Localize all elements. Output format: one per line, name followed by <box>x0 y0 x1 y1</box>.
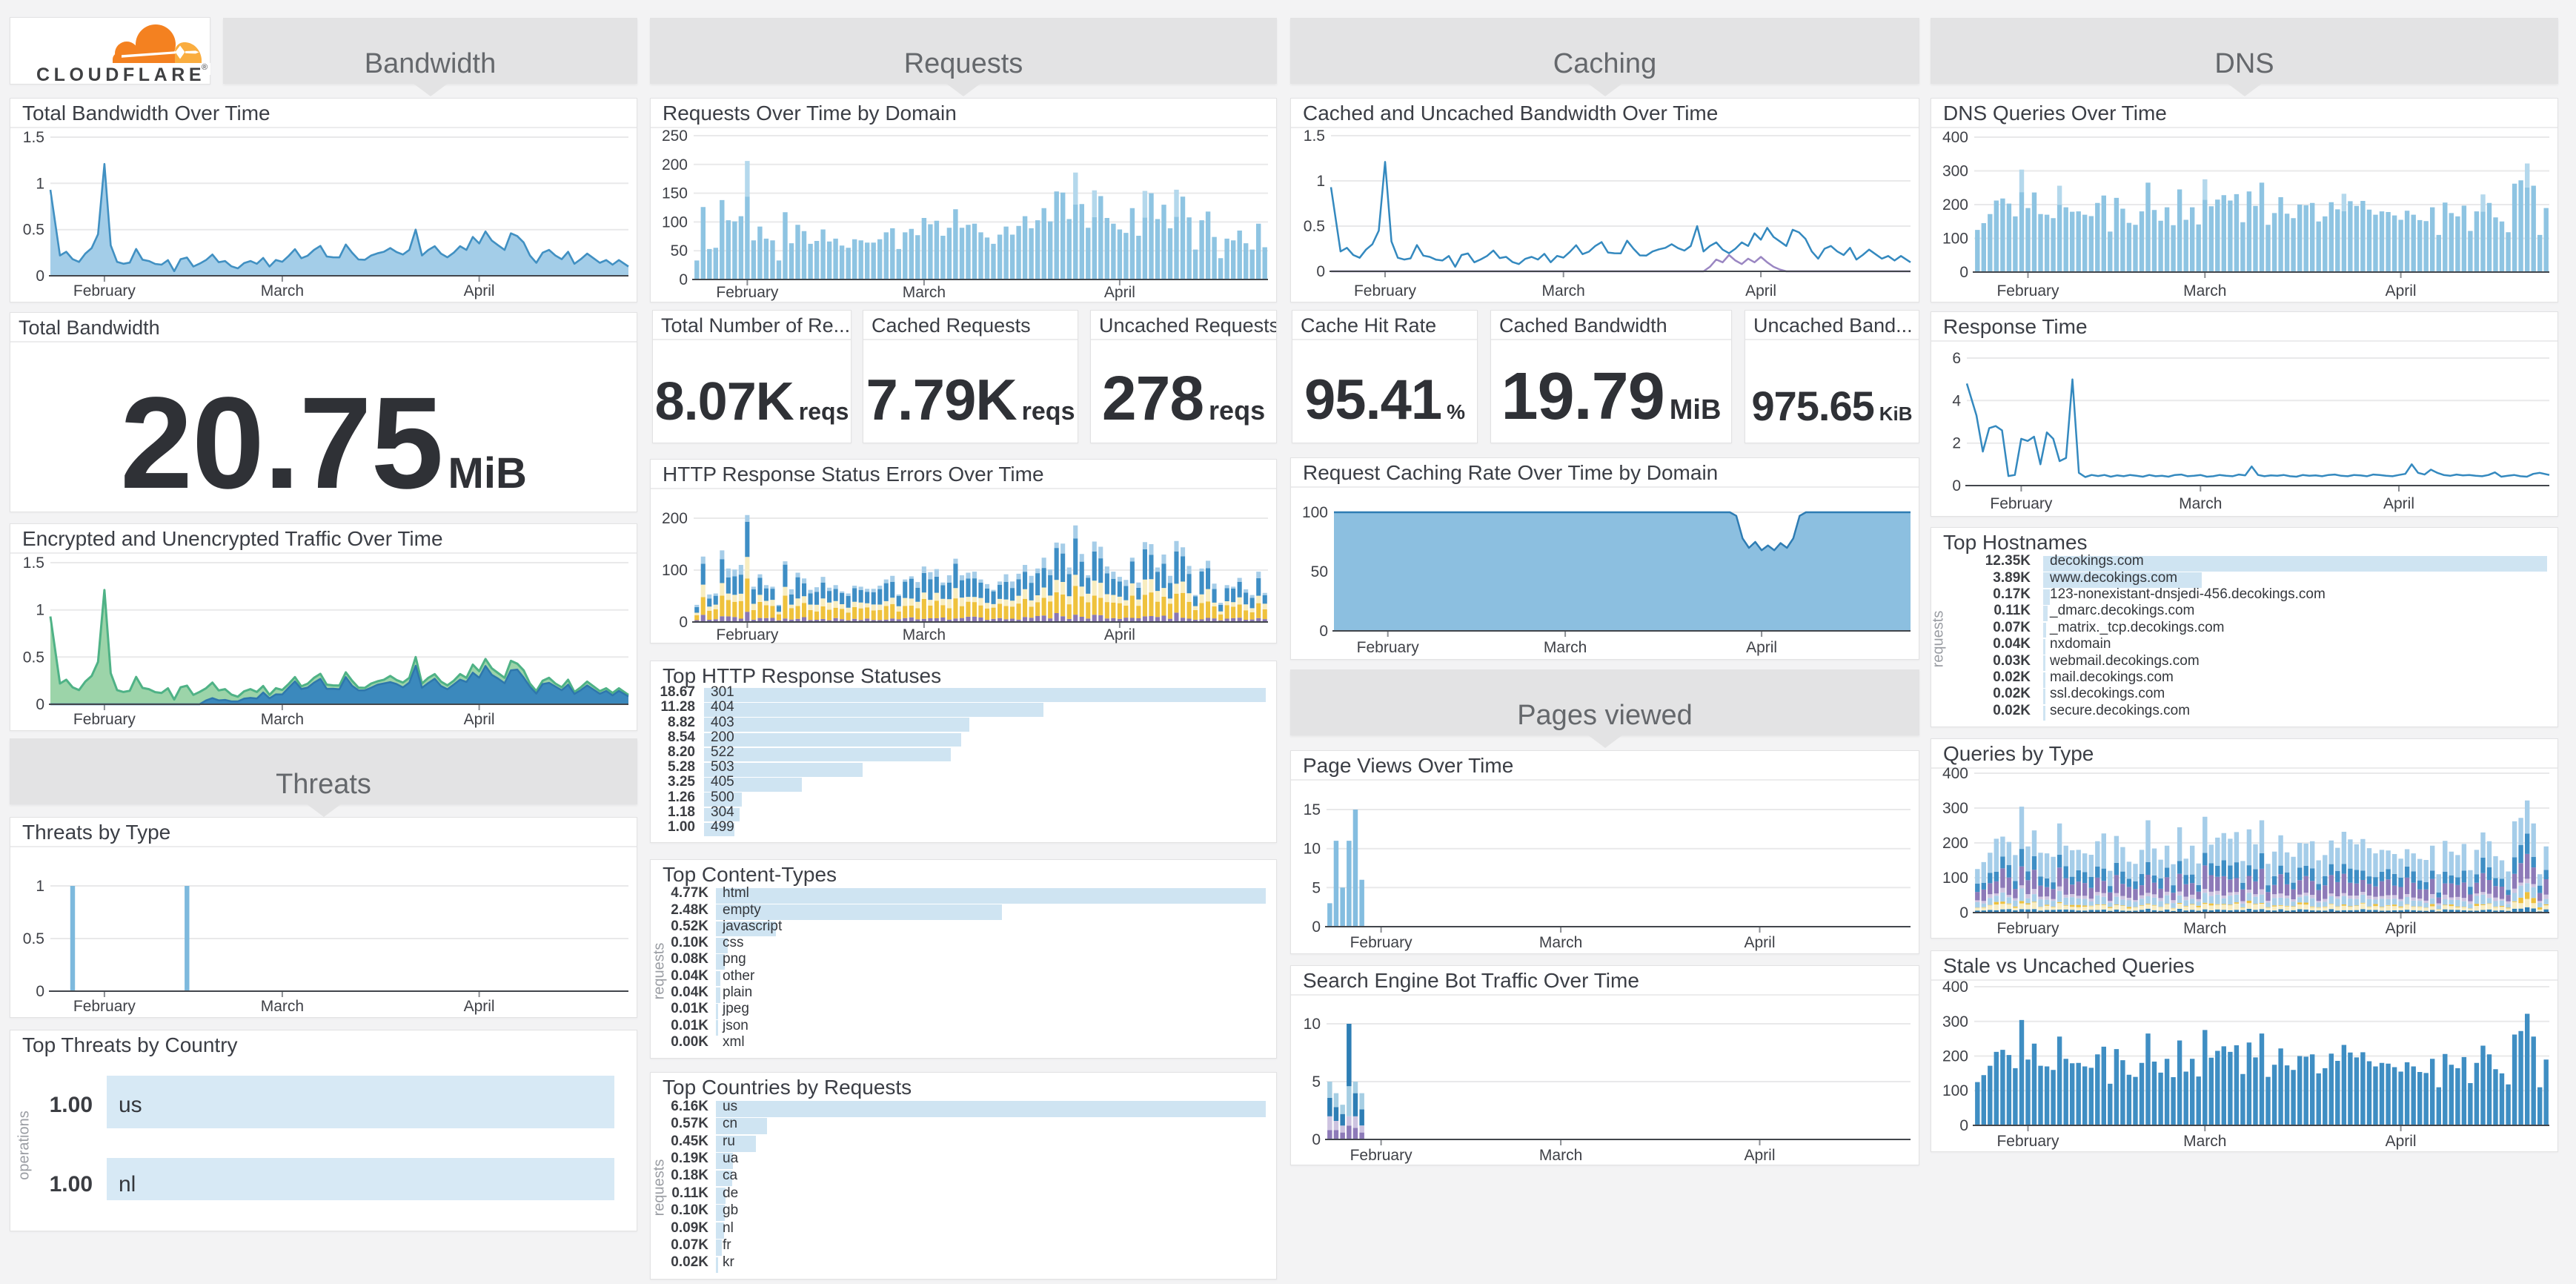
svg-text:0.5: 0.5 <box>23 930 44 947</box>
svg-text:February: February <box>1996 282 2059 300</box>
svg-text:February: February <box>73 998 136 1015</box>
svg-text:1.5: 1.5 <box>23 129 44 146</box>
svg-text:300: 300 <box>1942 800 1968 817</box>
svg-text:50: 50 <box>1311 563 1328 580</box>
svg-text:April: April <box>1745 282 1776 300</box>
svg-text:March: March <box>1542 282 1585 300</box>
svg-text:February: February <box>1990 495 2053 512</box>
svg-text:March: March <box>903 626 946 643</box>
svg-text:50: 50 <box>671 242 688 259</box>
svg-text:1.5: 1.5 <box>23 555 44 572</box>
svg-text:April: April <box>1744 934 1775 951</box>
svg-text:February: February <box>1996 1133 2059 1150</box>
svg-text:5: 5 <box>1312 879 1321 896</box>
svg-text:1: 1 <box>1316 173 1325 190</box>
svg-text:2: 2 <box>1952 435 1961 452</box>
svg-text:5: 5 <box>1312 1073 1321 1091</box>
svg-text:February: February <box>1350 1147 1413 1164</box>
svg-text:400: 400 <box>1942 129 1968 146</box>
svg-text:0.5: 0.5 <box>23 649 44 666</box>
svg-text:March: March <box>2183 1133 2226 1150</box>
svg-text:15: 15 <box>1304 801 1321 818</box>
svg-text:250: 250 <box>662 128 688 145</box>
svg-text:100: 100 <box>662 562 688 579</box>
svg-text:April: April <box>1104 284 1135 301</box>
svg-text:April: April <box>2383 495 2414 512</box>
svg-text:March: March <box>1544 639 1587 656</box>
svg-text:March: March <box>261 711 304 728</box>
svg-text:April: April <box>464 711 495 728</box>
svg-text:April: April <box>1746 639 1777 656</box>
svg-text:0: 0 <box>36 268 44 285</box>
svg-text:April: April <box>1104 626 1135 643</box>
svg-text:April: April <box>1744 1147 1775 1164</box>
svg-text:February: February <box>1354 282 1417 300</box>
svg-text:300: 300 <box>1942 1013 1968 1030</box>
svg-text:10: 10 <box>1304 1016 1321 1033</box>
svg-text:0: 0 <box>1316 263 1325 280</box>
svg-text:0: 0 <box>679 614 688 631</box>
svg-text:April: April <box>2386 1133 2417 1150</box>
svg-text:6: 6 <box>1952 350 1961 367</box>
svg-text:February: February <box>73 282 136 300</box>
svg-text:200: 200 <box>1942 1048 1968 1065</box>
svg-text:March: March <box>1539 1147 1582 1164</box>
svg-text:0: 0 <box>1959 1117 1968 1134</box>
svg-text:February: February <box>73 711 136 728</box>
svg-text:February: February <box>1996 920 2059 937</box>
svg-text:0: 0 <box>36 983 44 1000</box>
svg-text:400: 400 <box>1942 765 1968 782</box>
svg-text:200: 200 <box>1942 835 1968 852</box>
svg-text:0: 0 <box>1952 477 1961 494</box>
svg-text:0: 0 <box>679 271 688 288</box>
svg-text:February: February <box>1357 639 1420 656</box>
svg-text:March: March <box>2183 920 2226 937</box>
svg-text:February: February <box>1350 934 1413 951</box>
svg-text:April: April <box>2386 282 2417 300</box>
svg-text:February: February <box>716 626 779 643</box>
svg-text:0: 0 <box>1319 623 1328 640</box>
svg-text:March: March <box>1539 934 1582 951</box>
svg-text:300: 300 <box>1942 163 1968 180</box>
svg-text:100: 100 <box>1942 1082 1968 1099</box>
svg-text:March: March <box>261 998 304 1015</box>
svg-text:400: 400 <box>1942 979 1968 996</box>
svg-text:1: 1 <box>36 175 44 192</box>
svg-text:March: March <box>261 282 304 300</box>
svg-text:150: 150 <box>662 185 688 202</box>
svg-text:April: April <box>464 282 495 300</box>
svg-text:March: March <box>2179 495 2222 512</box>
svg-text:200: 200 <box>1942 196 1968 214</box>
svg-text:0: 0 <box>36 696 44 713</box>
svg-text:0.5: 0.5 <box>23 222 44 239</box>
svg-text:April: April <box>2386 920 2417 937</box>
svg-text:0: 0 <box>1312 1131 1321 1148</box>
svg-text:0: 0 <box>1312 919 1321 936</box>
svg-text:200: 200 <box>662 510 688 527</box>
svg-text:March: March <box>903 284 946 301</box>
svg-text:100: 100 <box>1942 870 1968 887</box>
svg-text:100: 100 <box>662 214 688 231</box>
svg-text:200: 200 <box>662 156 688 173</box>
svg-text:February: February <box>716 284 779 301</box>
svg-text:0: 0 <box>1959 264 1968 281</box>
svg-text:100: 100 <box>1942 231 1968 248</box>
svg-text:100: 100 <box>1302 504 1328 521</box>
svg-text:1: 1 <box>36 878 44 895</box>
svg-text:0.5: 0.5 <box>1304 218 1325 235</box>
svg-text:March: March <box>2183 282 2226 300</box>
svg-text:CLOUDFLARE: CLOUDFLARE <box>36 64 205 85</box>
svg-text:1.5: 1.5 <box>1304 128 1325 145</box>
svg-text:10: 10 <box>1304 841 1321 858</box>
svg-text:0: 0 <box>1959 904 1968 921</box>
svg-text:1: 1 <box>36 602 44 619</box>
svg-text:April: April <box>464 998 495 1015</box>
svg-text:4: 4 <box>1952 392 1961 409</box>
svg-text:®: ® <box>202 63 208 72</box>
